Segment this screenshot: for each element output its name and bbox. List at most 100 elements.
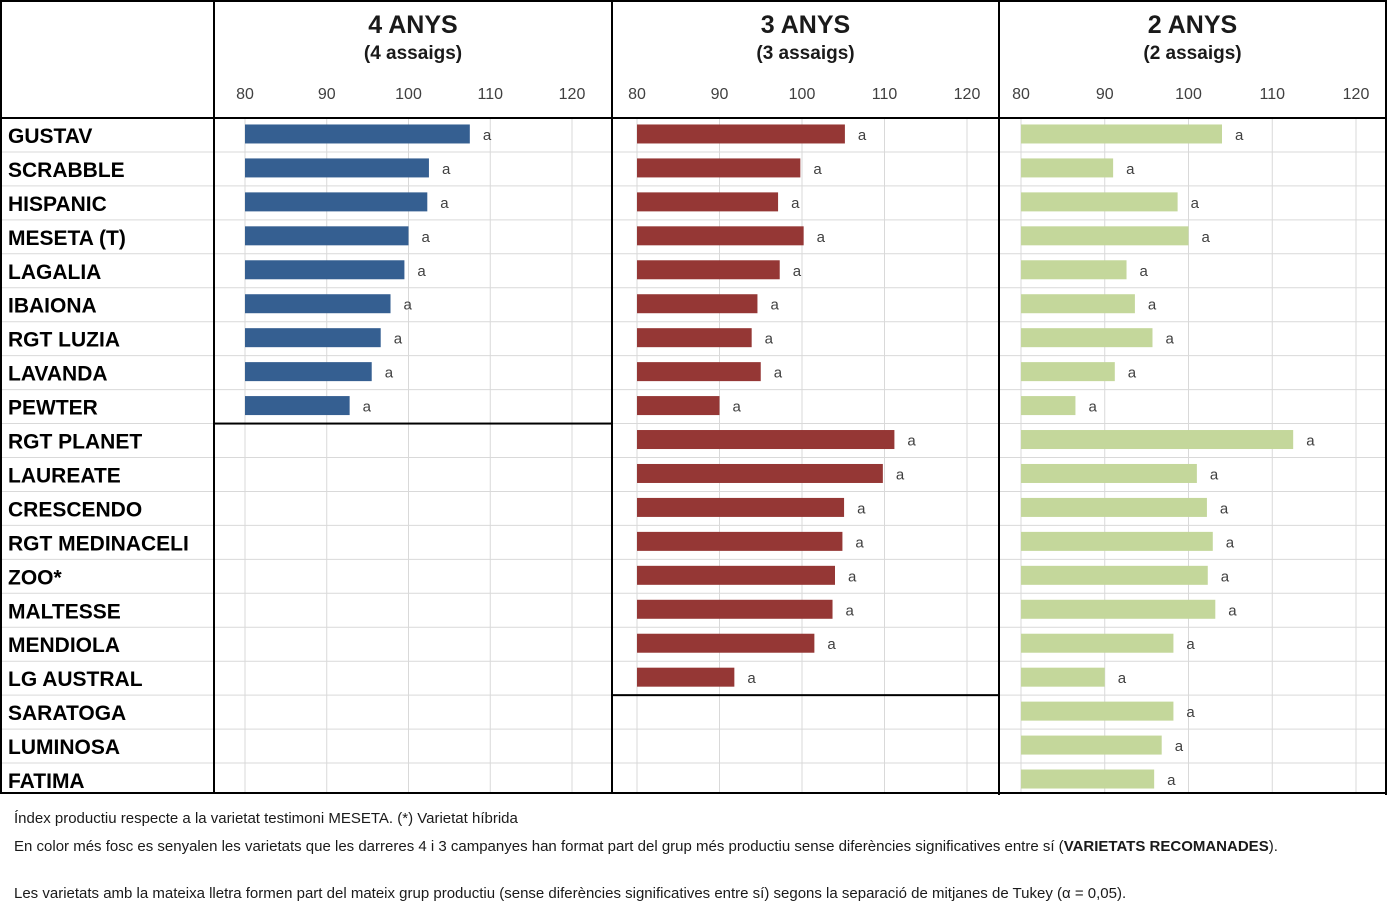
bar (637, 565, 835, 585)
bar-group-label: a (417, 263, 426, 280)
bar (1021, 158, 1114, 178)
bar-group-label: a (1191, 195, 1200, 212)
category-label: PEWTER (8, 397, 98, 420)
x-tick-label: 90 (1096, 86, 1114, 103)
bar (1021, 633, 1174, 653)
bar (1021, 769, 1155, 789)
panel-subtitle: (2 assaigs) (1143, 43, 1241, 64)
bar-group-label: a (793, 263, 802, 280)
x-tick-label: 90 (711, 86, 729, 103)
x-tick-label: 110 (1259, 86, 1285, 103)
bar-group-label: a (1148, 297, 1157, 314)
category-label: CRESCENDO (8, 498, 142, 521)
bar-group-label: a (442, 161, 451, 178)
bar (637, 463, 883, 483)
bar-group-label: a (1186, 636, 1195, 653)
x-tick-label: 120 (559, 86, 586, 103)
footnote-recommended: En color més fosc es senyalen les variet… (14, 838, 1374, 856)
bar (245, 260, 405, 280)
bar (1021, 599, 1216, 619)
bar (637, 192, 779, 212)
bar-group-label: a (1220, 500, 1229, 517)
bar (245, 294, 391, 314)
bar (637, 396, 720, 416)
bar-group-label: a (858, 127, 867, 144)
bar-group-label: a (827, 636, 836, 653)
bar (245, 192, 428, 212)
category-label: GUSTAV (8, 125, 92, 148)
bar (1021, 226, 1189, 246)
bar-group-label: a (846, 602, 855, 619)
bar-group-label: a (1210, 466, 1219, 483)
bar-group-label: a (1175, 738, 1184, 755)
bar-group-label: a (422, 229, 431, 246)
category-label: LAVANDA (8, 363, 108, 386)
bar (1021, 396, 1076, 416)
category-label: LG AUSTRAL (8, 668, 143, 691)
bar-group-label: a (1165, 331, 1174, 348)
bar (637, 531, 843, 551)
bar (1021, 531, 1213, 551)
bar-group-label: a (363, 399, 372, 416)
bar (1021, 735, 1162, 755)
bar (1021, 497, 1207, 517)
category-label: HISPANIC (8, 193, 107, 216)
x-tick-label: 110 (477, 86, 503, 103)
bar-group-label: a (483, 127, 492, 144)
bar-group-label: a (765, 331, 774, 348)
bar (1021, 124, 1222, 144)
category-label: LAUREATE (8, 464, 121, 487)
bar-group-label: a (848, 568, 857, 585)
bar-group-label: a (1118, 670, 1127, 687)
bar (1021, 463, 1197, 483)
x-tick-label: 120 (954, 86, 981, 103)
bar (1021, 565, 1208, 585)
bar (637, 158, 801, 178)
category-label: RGT MEDINACELI (8, 532, 189, 555)
bar (637, 599, 833, 619)
table-frame (0, 0, 1387, 794)
bar-group-label: a (813, 161, 822, 178)
bar (245, 362, 372, 382)
bar (245, 328, 381, 348)
bar (1021, 430, 1294, 450)
x-tick-label: 100 (1175, 86, 1202, 103)
bar-group-label: a (774, 365, 783, 382)
bar (1021, 362, 1115, 382)
bar (1021, 328, 1153, 348)
footnote-tukey: Les varietats amb la mateixa lletra form… (14, 885, 1127, 902)
bar (637, 667, 735, 687)
category-label: ZOO* (8, 566, 62, 589)
bar-group-label: a (1126, 161, 1135, 178)
category-label: LAGALIA (8, 261, 101, 284)
bar (245, 158, 429, 178)
bar-group-label: a (440, 195, 449, 212)
bar-group-label: a (1167, 772, 1176, 789)
category-label: MESETA (T) (8, 227, 126, 250)
bar-group-label: a (1228, 602, 1237, 619)
bar (1021, 192, 1178, 212)
bar-group-label: a (1235, 127, 1244, 144)
bar-group-label: a (733, 399, 742, 416)
category-label: IBAIONA (8, 295, 97, 318)
bar-group-label: a (1306, 433, 1315, 450)
bar (637, 260, 780, 280)
bar-group-label: a (770, 297, 779, 314)
footnote-recommended-bold: VARIETATS RECOMANADES (1063, 838, 1269, 855)
bar-group-label: a (1088, 399, 1097, 416)
bar (1021, 701, 1174, 721)
category-label: RGT PLANET (8, 431, 142, 454)
bar (637, 497, 845, 517)
category-label: MENDIOLA (8, 634, 120, 657)
bar-group-label: a (747, 670, 756, 687)
panel-subtitle: (4 assaigs) (364, 43, 462, 64)
x-tick-label: 80 (236, 86, 254, 103)
footnote-recommended-end: ). (1268, 838, 1278, 855)
bar (1021, 294, 1135, 314)
bar (637, 226, 804, 246)
bar (637, 294, 758, 314)
x-tick-label: 100 (789, 86, 816, 103)
bar-group-label: a (817, 229, 826, 246)
